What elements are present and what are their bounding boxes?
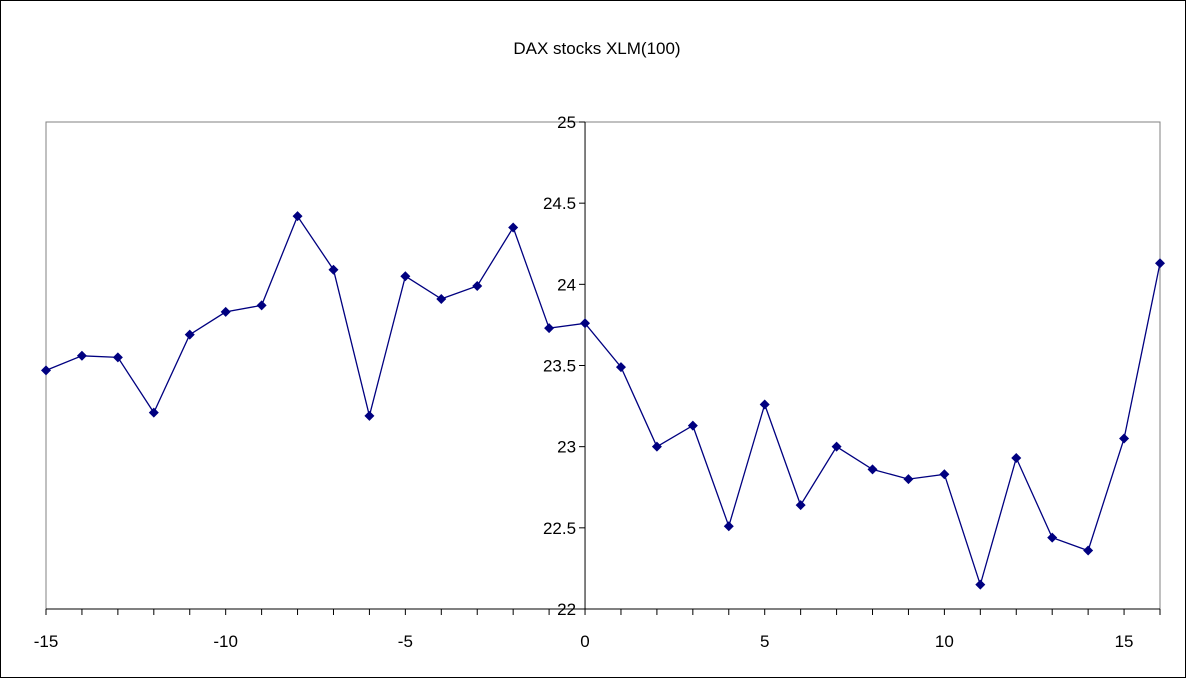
y-tick-label: 23.5 — [543, 357, 576, 376]
data-point — [1011, 453, 1022, 464]
data-point — [580, 318, 591, 329]
data-point — [292, 211, 303, 222]
axes: -15 -10 -5 0 5 10 15 22 22.5 23 23.5 24 24.5 25 — [34, 113, 1161, 651]
data-point — [723, 521, 734, 532]
series-line — [45, 214, 1161, 587]
x-tick-label: -5 — [398, 632, 413, 651]
data-point — [364, 410, 375, 421]
data-point — [41, 365, 51, 376]
y-tick-label: 23 — [557, 438, 576, 457]
data-point — [651, 441, 662, 452]
data-point — [436, 293, 447, 304]
data-point — [544, 323, 555, 334]
data-point — [615, 362, 626, 373]
chart-title: DAX stocks XLM(100) — [513, 39, 680, 58]
data-point — [256, 300, 267, 311]
x-tick-label: 10 — [935, 632, 954, 651]
data-point — [508, 222, 519, 233]
y-tick-label: 22 — [557, 600, 576, 619]
data-point — [148, 407, 159, 418]
data-point — [1155, 258, 1165, 269]
y-tick-label: 24.5 — [543, 194, 576, 213]
x-tick-label: 15 — [1115, 632, 1134, 651]
data-point — [795, 500, 806, 511]
data-point — [184, 329, 195, 340]
x-tick-label: -10 — [213, 632, 238, 651]
y-tick-label: 24 — [557, 275, 576, 294]
x-tick-label: 5 — [760, 632, 769, 651]
series-layer — [41, 211, 1165, 590]
data-point — [328, 264, 339, 275]
x-tick-label: -15 — [34, 632, 59, 651]
data-point — [76, 350, 87, 361]
data-point — [687, 420, 698, 431]
data-point — [759, 399, 770, 410]
data-point — [472, 280, 483, 291]
data-point — [939, 469, 950, 480]
y-tick-label: 22.5 — [543, 519, 576, 538]
data-point — [1047, 532, 1058, 543]
data-point — [220, 306, 231, 317]
data-point — [112, 352, 123, 363]
x-tick-label: 0 — [580, 632, 589, 651]
data-point — [1119, 433, 1130, 444]
data-point — [975, 579, 986, 590]
data-point — [400, 271, 411, 282]
y-tick-label: 25 — [557, 113, 576, 132]
data-point — [1083, 545, 1094, 556]
plot-area — [45, 121, 1161, 610]
data-point — [867, 464, 878, 475]
data-point — [831, 441, 842, 452]
data-point — [903, 474, 914, 485]
